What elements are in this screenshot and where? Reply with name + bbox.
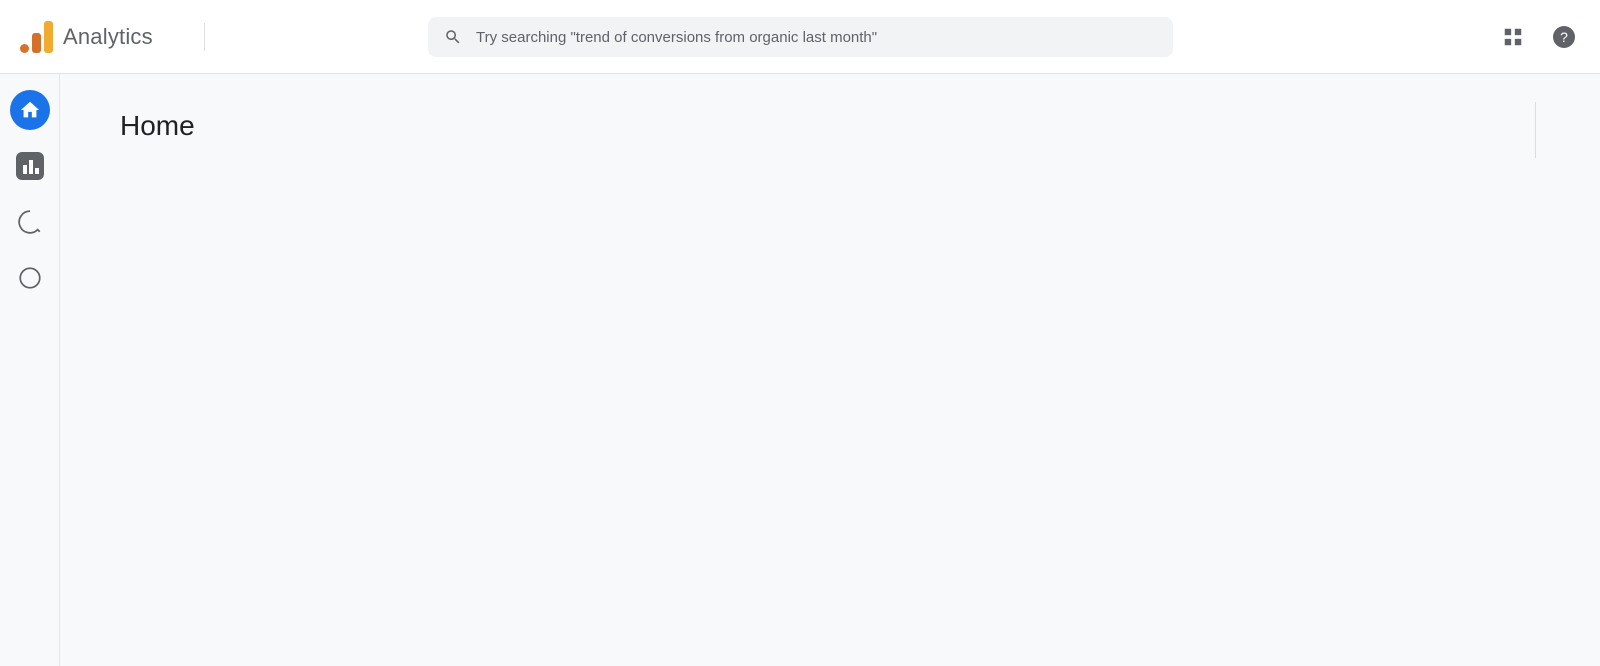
svg-text:?: ? xyxy=(1560,29,1568,45)
